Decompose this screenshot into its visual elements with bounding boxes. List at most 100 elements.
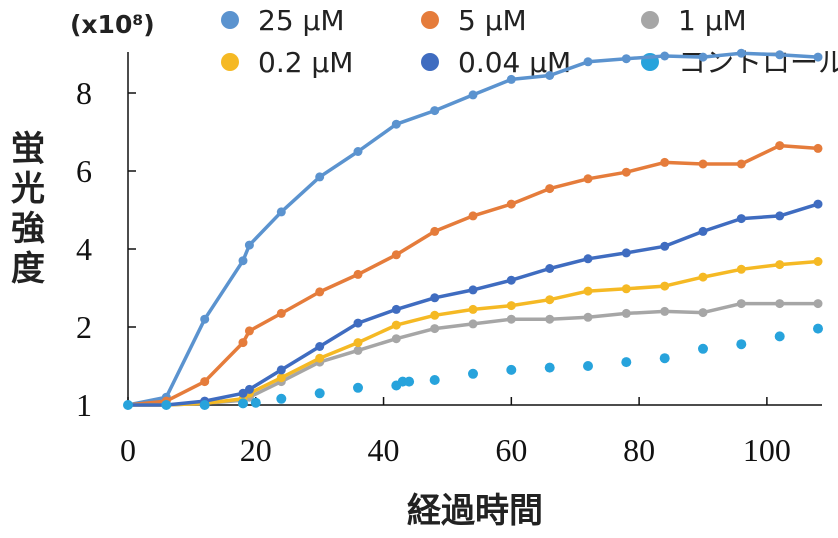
data-point xyxy=(353,318,363,328)
legend-marker xyxy=(421,53,439,71)
data-point xyxy=(276,365,286,375)
legend-marker xyxy=(421,11,439,29)
y-tick-label: 8 xyxy=(76,75,92,111)
data-point xyxy=(813,199,823,209)
data-point xyxy=(161,400,172,410)
data-point xyxy=(774,331,785,342)
x-axis-ticks: 0 20 40 60 80 100 xyxy=(120,397,791,468)
data-point xyxy=(621,248,631,258)
data-point xyxy=(506,314,516,324)
data-point xyxy=(353,338,363,348)
data-point xyxy=(506,364,517,375)
data-point xyxy=(200,377,210,387)
x-tick-label: 40 xyxy=(368,432,400,468)
data-point xyxy=(238,398,248,409)
data-point xyxy=(315,172,325,182)
data-point xyxy=(660,306,670,316)
data-point xyxy=(468,304,478,314)
data-point xyxy=(545,184,555,194)
legend-item: 0.2 μM xyxy=(221,46,353,79)
data-point xyxy=(583,174,593,184)
data-point xyxy=(404,376,415,387)
data-point xyxy=(506,199,516,209)
data-point xyxy=(506,275,516,285)
series-2 xyxy=(123,299,823,410)
data-point xyxy=(391,304,401,314)
data-point xyxy=(583,286,593,296)
data-point xyxy=(698,159,708,169)
data-point xyxy=(775,141,785,151)
y-tick-label: 4 xyxy=(76,231,92,267)
data-point xyxy=(315,287,325,297)
data-point xyxy=(430,106,440,116)
data-point xyxy=(583,361,593,371)
data-point xyxy=(736,159,746,169)
data-point xyxy=(698,272,708,282)
data-point xyxy=(391,334,401,344)
data-point xyxy=(430,324,440,334)
data-point xyxy=(659,353,670,364)
data-point xyxy=(314,388,325,399)
data-point xyxy=(200,314,210,324)
x-tick-label: 60 xyxy=(495,432,527,468)
data-point xyxy=(429,375,440,385)
data-point xyxy=(244,240,254,250)
data-point xyxy=(238,338,248,348)
data-point xyxy=(545,71,555,80)
data-point xyxy=(813,52,823,62)
data-point xyxy=(544,362,555,373)
data-point xyxy=(775,211,785,221)
data-point xyxy=(391,320,401,330)
series-group xyxy=(123,48,823,410)
data-point xyxy=(430,293,440,303)
data-point xyxy=(736,214,746,224)
data-point xyxy=(276,373,286,383)
data-point xyxy=(660,51,670,61)
x-tick-label: 0 xyxy=(120,432,136,468)
data-point xyxy=(621,308,631,318)
series-1 xyxy=(123,141,823,410)
x-tick-label: 80 xyxy=(623,432,655,468)
y-axis-ticks: 8 6 4 2 1 xyxy=(76,75,136,423)
legend-item: 5 μM xyxy=(421,4,527,37)
y-tick-label: 1 xyxy=(76,387,92,423)
legend-marker xyxy=(221,53,239,71)
data-point xyxy=(698,308,708,318)
data-point xyxy=(468,368,478,379)
data-point xyxy=(813,257,823,266)
data-point xyxy=(698,343,708,354)
data-point xyxy=(244,384,254,394)
data-point xyxy=(391,250,401,260)
data-point xyxy=(353,382,363,393)
data-point xyxy=(621,54,631,64)
data-point xyxy=(775,260,785,270)
data-point xyxy=(621,357,632,368)
data-point xyxy=(353,345,363,355)
legend: 25 μM 5 μM 1 μM0.2 μM 0.04 μM コントロール xyxy=(221,4,838,79)
series-3 xyxy=(123,257,823,410)
data-point xyxy=(123,400,133,410)
data-point xyxy=(391,119,401,129)
data-point xyxy=(736,264,746,274)
data-point xyxy=(698,226,708,236)
data-point xyxy=(775,299,785,309)
data-point xyxy=(250,397,261,408)
series-5 xyxy=(123,323,823,410)
data-point xyxy=(775,50,785,60)
legend-item: 1 μM xyxy=(641,4,747,37)
legend-label: 5 μM xyxy=(458,4,527,37)
data-point xyxy=(545,314,555,324)
data-point xyxy=(813,299,823,309)
data-point xyxy=(660,157,670,167)
series-line xyxy=(128,259,819,407)
data-point xyxy=(468,319,478,329)
data-point xyxy=(621,284,631,294)
legend-item: 25 μM xyxy=(221,4,345,37)
data-point xyxy=(315,342,325,351)
data-point xyxy=(430,310,440,320)
data-point xyxy=(506,301,516,311)
data-point xyxy=(244,326,254,336)
x-axis-title: 経過時間 xyxy=(407,491,543,531)
data-point xyxy=(583,57,593,67)
